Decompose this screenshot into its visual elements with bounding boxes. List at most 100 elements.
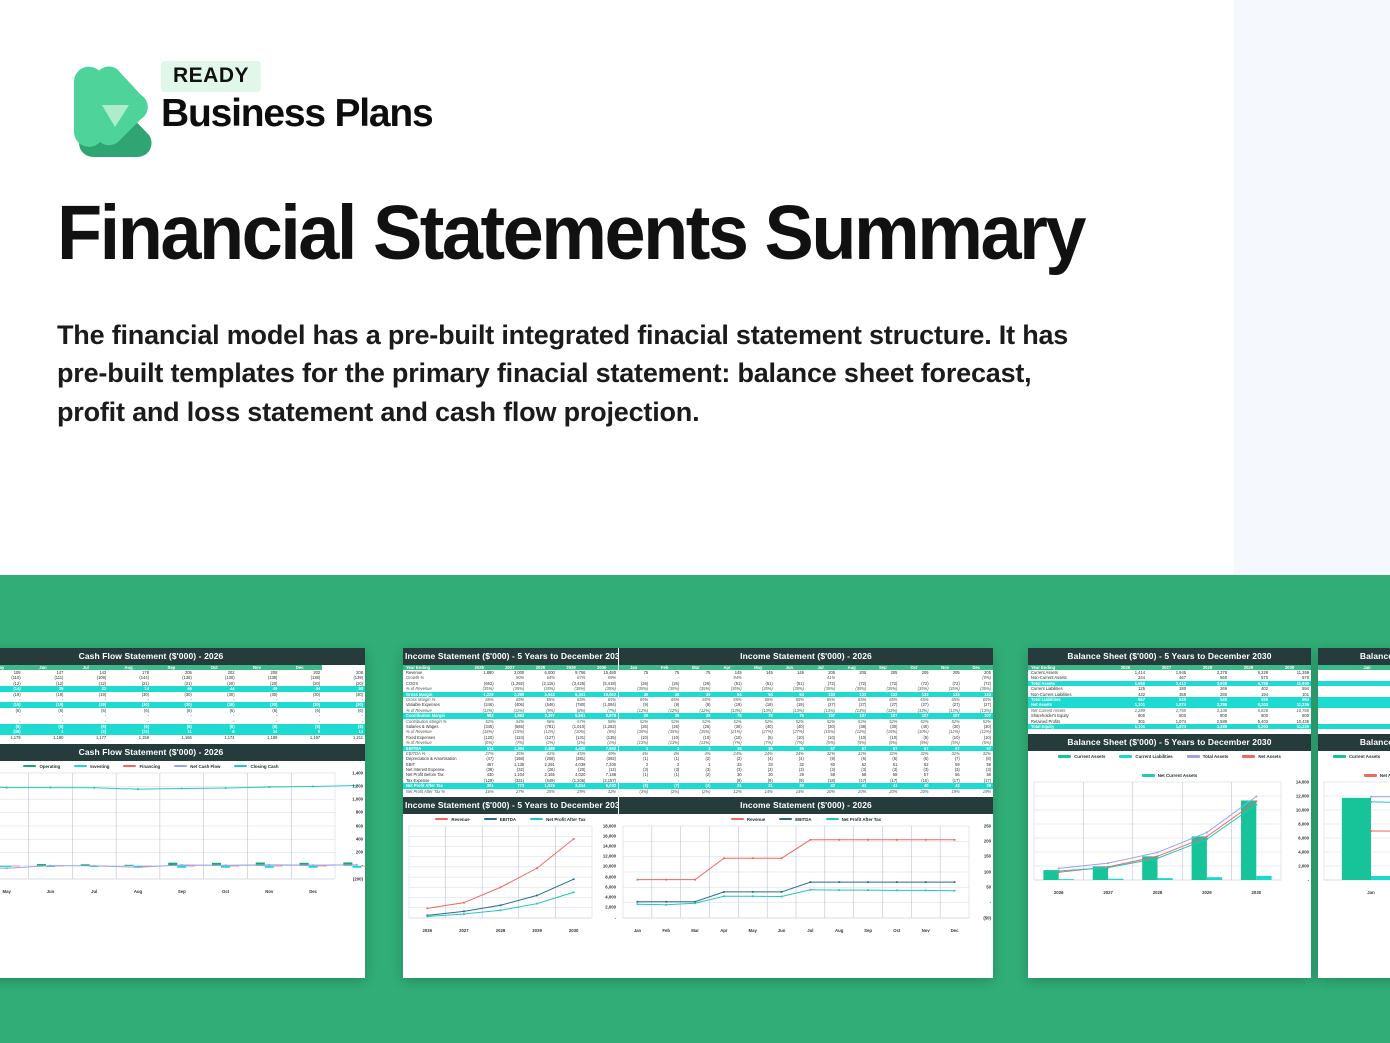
table-cell: (19) xyxy=(734,702,742,708)
x-tick-label: Nov xyxy=(265,888,274,894)
legend-label: Total Assets xyxy=(1202,753,1229,759)
table-row: Net Profit Before Tax 430 1,104 2,165 4,020 7… xyxy=(403,772,618,777)
table-cell: 24% xyxy=(733,750,742,756)
table-cell: (780) xyxy=(575,702,586,708)
table-cell: 32% xyxy=(858,750,867,756)
row-label: Depreciation & Amortisation xyxy=(406,756,457,762)
table-row: 79109147143178205202208202208 xyxy=(0,670,365,675)
table-cell: (3) xyxy=(861,767,867,773)
y-tick-label: - xyxy=(361,862,363,868)
table-cell: 1,180 xyxy=(53,734,64,740)
table-cell: 4,420 xyxy=(556,745,588,751)
balance-sheet-monthly-chart: Balance Sheet ($'000) - 2026 Current Ass… xyxy=(1318,734,1390,895)
table-cell: (12%) xyxy=(699,707,711,713)
table-cell: 8 xyxy=(193,729,237,735)
table-cell: 107 xyxy=(930,713,962,719)
column-header: 2026 xyxy=(1106,664,1147,671)
column-header: 2029 xyxy=(556,664,588,671)
table-row: (9) (9) (9) (19) (19) (19) (27) (27) (27) (27) (27… xyxy=(619,702,993,707)
table-cell: 11,235 xyxy=(1270,702,1311,708)
table-cell: 65% xyxy=(485,697,494,702)
table-cell: 50 xyxy=(322,686,365,692)
row-label: Current Assets xyxy=(1031,670,1058,676)
table-cell: (6) xyxy=(143,707,149,713)
table-cell: (12%) xyxy=(637,707,649,713)
table-cell: 20 xyxy=(774,783,806,789)
column-header: May xyxy=(0,664,23,671)
table-cell: 57% xyxy=(577,718,586,724)
table-cell: 467 xyxy=(1179,675,1186,681)
table-cell: (144) xyxy=(139,675,149,681)
table-row: Gross Margin 1,229 2,399 3,943 6,341 10,062 xyxy=(403,691,618,697)
table-cell: 15,480 xyxy=(603,670,616,676)
table-cell: (15) xyxy=(921,777,929,783)
y-tick-label: 250 xyxy=(983,823,991,829)
table-row: 799798 xyxy=(1318,723,1390,730)
table-cell: (6) xyxy=(193,723,237,730)
table-cell: (30) xyxy=(983,723,991,729)
table-cell: (5%) xyxy=(919,740,929,746)
table-cell: 570 xyxy=(1302,675,1309,681)
table-cell: (9) xyxy=(830,756,836,762)
table-cell: (20) xyxy=(578,767,586,773)
table-cell: (5) xyxy=(923,734,929,740)
table-cell: (6) xyxy=(229,707,235,713)
table-cell: (9) xyxy=(736,777,742,783)
table-cell: (27) xyxy=(827,702,836,708)
table-cell: 133 xyxy=(961,691,993,697)
table-cell: (15%) xyxy=(513,729,525,735)
table-cell: 20% xyxy=(858,788,867,794)
table-cell: (7%) xyxy=(795,740,804,746)
table-row: (12%) (12%) (12%) (13%) (13%) (13%) (13%) (13%)… xyxy=(619,708,993,713)
legend-label: Net Current Assets xyxy=(1157,772,1198,778)
income-5y-chart-title: Income Statement ($'000) - 5 Years to De… xyxy=(403,797,618,814)
column-header: 2027 xyxy=(1147,664,1188,671)
table-cell: - xyxy=(233,697,235,702)
table-cell: 7,592 xyxy=(587,745,618,751)
column-header: Jan xyxy=(1318,664,1390,671)
table-row: Shareholder's Equity 800 800 800 800 800 xyxy=(1028,713,1311,718)
table-cell: (6) xyxy=(322,723,365,730)
table-cell: 557 xyxy=(1106,697,1147,703)
legend-item: Current Liabilities xyxy=(1119,754,1173,759)
table-cell: 773 xyxy=(495,783,527,789)
table-cell: 62 xyxy=(861,761,867,767)
table-row: 1,2171,1791,1801,1771,1561,1661,1741,188… xyxy=(0,735,365,740)
table-cell: (6) xyxy=(150,723,194,730)
table-cell: (19) xyxy=(0,702,23,708)
table-cell: (26) xyxy=(672,680,680,686)
table-cell: (17) xyxy=(858,777,867,783)
table-cell: (26) xyxy=(640,723,649,729)
table-cell: 5,561 xyxy=(556,713,588,719)
table-cell: 359 xyxy=(1179,691,1186,697)
table-cell: 800 xyxy=(1220,713,1227,719)
y-axis-labels: 14,000 12,000 10,000 8,000 6,000 4,000 2,000 - xyxy=(1281,779,1309,895)
table-cell: 64% xyxy=(546,675,555,681)
table-cell: 178 xyxy=(142,670,149,676)
y-tick-label: 800 xyxy=(355,809,363,815)
table-cell: - xyxy=(62,697,64,702)
table-cell: 65% xyxy=(858,697,867,702)
table-cell: (12) xyxy=(98,680,107,686)
table-cell: 205 xyxy=(890,670,898,676)
table-cell: (7%) xyxy=(764,740,773,746)
table-cell: (3) xyxy=(643,767,649,773)
table-cell: 65% xyxy=(515,697,525,702)
table-cell: 467 xyxy=(486,761,494,767)
table-cell: - xyxy=(318,697,321,702)
legend-item: EBITDA xyxy=(779,817,812,822)
legend-swatch-icon xyxy=(1119,755,1133,758)
table-row: (3)(12)(12)(12)(21)(21)(20)(20)(20)(20) xyxy=(0,681,365,686)
legend-item: Net Assets xyxy=(1363,773,1390,778)
x-tick-label: 2027 xyxy=(459,927,469,933)
table-cell: (19) xyxy=(13,691,21,697)
y-axis-labels: 18,000 16,000 14,000 12,000 10,000 8,000 6,000… xyxy=(592,823,616,933)
legend-swatch-icon xyxy=(435,817,449,821)
table-row: (35%) (35%) (35%) (35%) (35%) (35%) (35%) (35%)… xyxy=(619,686,993,691)
table-cell: 32% xyxy=(826,750,836,756)
table-cell: (35%) xyxy=(948,686,960,692)
table-cell: - xyxy=(276,697,278,702)
legend-swatch-icon xyxy=(123,764,137,768)
table-cell: 202 xyxy=(227,670,235,676)
row-label: % of Revenue xyxy=(406,707,432,713)
